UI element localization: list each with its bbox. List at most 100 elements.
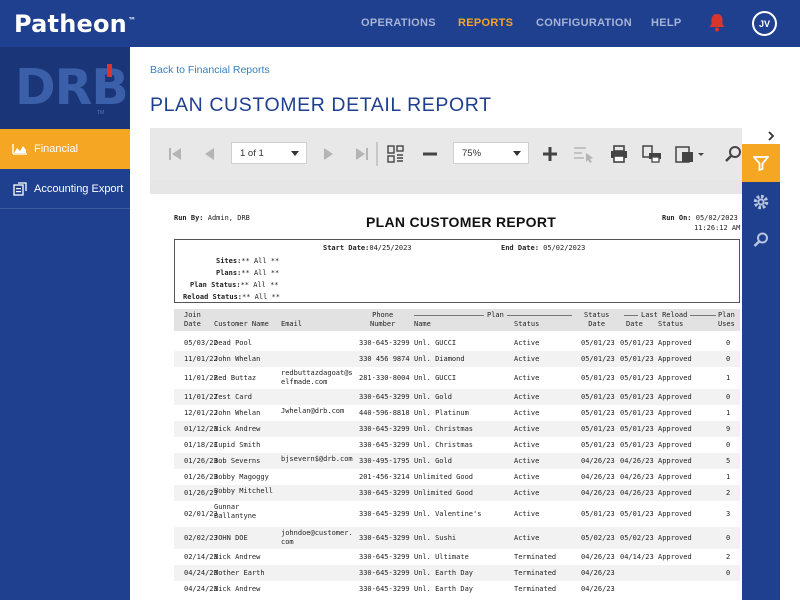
zoom-out-icon[interactable] <box>420 144 440 164</box>
cell-uses: 0 <box>726 441 731 449</box>
nav-help[interactable]: HELP <box>651 17 682 29</box>
cell-email: Jwhelan@drb.com <box>281 407 345 415</box>
cell-status: Active <box>514 425 540 433</box>
cell-uses: 1 <box>726 409 731 417</box>
first-page-icon[interactable] <box>166 144 184 164</box>
cell-status: Active <box>514 510 540 518</box>
cell-status: Active <box>514 393 540 401</box>
cell-plan: Unl. GUCCI <box>414 339 457 347</box>
print-page-icon[interactable] <box>641 144 663 164</box>
cell-customer: Bobby Magoggy <box>214 473 269 481</box>
last-page-icon[interactable] <box>353 144 371 164</box>
cell-uses: 0 <box>726 393 731 401</box>
cell-uses: 2 <box>726 489 731 497</box>
cell-reload-date: 05/01/23 <box>620 510 654 518</box>
report-page: Run By: Admin, DRB PLAN CUSTOMER REPORT … <box>150 194 742 600</box>
bell-icon[interactable] <box>708 13 726 33</box>
brand-logo[interactable]: Patheon™ <box>14 9 137 38</box>
cell-email: johndoe@customer. com <box>281 529 353 546</box>
zoom-in-icon[interactable] <box>540 144 560 164</box>
cell-phone: 330 456 9874 <box>359 355 410 363</box>
page-selector[interactable]: 1 of 1 <box>231 142 307 164</box>
chevron-down-icon <box>513 151 521 156</box>
cell-status-date: 05/01/23 <box>581 409 615 417</box>
cell-reload-status: Approved <box>658 355 692 363</box>
table-row: 01/26/23 Bobby Magoggy 201-456-3214 Unlimit… <box>174 469 740 485</box>
cell-customer: Bobby Mitchell <box>214 487 274 495</box>
search-icon[interactable] <box>724 144 742 164</box>
cell-uses: 0 <box>726 355 731 363</box>
previous-page-icon[interactable] <box>200 144 218 164</box>
cell-plan: Unl. Earth Day <box>414 569 474 577</box>
sidebar: DRB TM Financial Accounting Export <box>0 47 130 600</box>
filter-plans: Plans:** All ** <box>216 269 280 277</box>
cell-status-date: 05/01/23 <box>581 425 615 433</box>
run-on-time: 11:26:12 AM <box>694 224 741 232</box>
cell-reload-date: 05/01/23 <box>620 441 654 449</box>
filter-sites: Sites:** All ** <box>216 257 280 265</box>
table-row: 11/01/22 Test Card 330-645-3299 Unl. Gold Ac… <box>174 389 740 405</box>
cell-uses: 2 <box>726 553 731 561</box>
cell-customer: Mother Earth <box>214 569 265 577</box>
cell-customer: Red Buttaz <box>214 374 257 382</box>
export-selection-icon[interactable] <box>572 144 594 164</box>
cell-status-date: 05/02/23 <box>581 534 615 542</box>
logo-accent <box>107 64 112 77</box>
cell-phone: 330-645-3299 <box>359 489 410 497</box>
chevron-right-icon <box>768 131 775 141</box>
sidebar-item-label: Accounting Export <box>34 182 124 195</box>
sidebar-item-accounting-export[interactable]: Accounting Export <box>0 169 130 209</box>
top-navbar: Patheon™ OPERATIONS REPORTS CONFIGURATIO… <box>0 0 800 47</box>
cell-status: Active <box>514 374 540 382</box>
table-row: 01/26/23 Bob Severns bjsevern$@drb.com 330-… <box>174 453 740 469</box>
cell-join: 02/14/23 <box>184 553 218 561</box>
cell-status-date: 04/26/23 <box>581 473 615 481</box>
cell-plan: Unl. Valentine's <box>414 510 482 518</box>
export-document-icon[interactable] <box>674 144 706 164</box>
multi-page-view-icon[interactable] <box>386 144 406 164</box>
cell-phone: 281-330-8004 <box>359 374 410 382</box>
table-row: 01/18/23 Cupid Smith 330-645-3299 Unl. Chri… <box>174 437 740 453</box>
cell-plan: Unl. Gold <box>414 393 452 401</box>
cell-status: Active <box>514 457 540 465</box>
settings-panel-button[interactable] <box>742 185 780 219</box>
cell-phone: 330-645-3299 <box>359 553 410 561</box>
viewer-toolbar: 1 of 1 75% <box>150 128 742 180</box>
cell-join: 04/24/23 <box>184 569 218 577</box>
user-avatar[interactable]: JV <box>752 11 777 36</box>
cell-status-date: 04/26/23 <box>581 585 615 593</box>
nav-reports[interactable]: REPORTS <box>458 17 514 29</box>
zoom-selector[interactable]: 75% <box>453 142 529 164</box>
cell-phone: 330-645-3299 <box>359 534 410 542</box>
sidebar-item-financial[interactable]: Financial <box>0 129 130 169</box>
back-to-financial-reports-link[interactable]: Back to Financial Reports <box>150 64 270 76</box>
cell-plan: Unlimited Good <box>414 489 474 497</box>
nav-operations[interactable]: OPERATIONS <box>361 17 436 29</box>
next-page-icon[interactable] <box>320 144 338 164</box>
filter-plan-status: Plan Status:** All ** <box>190 281 279 289</box>
print-icon[interactable] <box>608 144 630 164</box>
cell-phone: 330-645-3299 <box>359 393 410 401</box>
cell-reload-status: Approved <box>658 393 692 401</box>
report-title: PLAN CUSTOMER REPORT <box>366 214 557 230</box>
cell-plan: Unl. Diamond <box>414 355 465 363</box>
cell-join: 05/03/22 <box>184 339 218 347</box>
cell-status-date: 05/01/23 <box>581 339 615 347</box>
cell-join: 01/18/23 <box>184 441 218 449</box>
cell-customer: Cupid Smith <box>214 441 261 449</box>
cell-join: 01/26/23 <box>184 457 218 465</box>
filter-panel-button[interactable] <box>742 144 780 182</box>
cell-join: 11/01/22 <box>184 393 218 401</box>
cell-plan: Unl. GUCCI <box>414 374 457 382</box>
search-panel-button[interactable] <box>742 223 780 257</box>
toolbar-divider <box>376 142 378 166</box>
cell-uses: 0 <box>726 339 731 347</box>
page-title: PLAN CUSTOMER DETAIL REPORT <box>150 94 492 116</box>
nav-configuration[interactable]: CONFIGURATION <box>536 17 632 29</box>
panel-collapse-button[interactable] <box>742 128 780 144</box>
cell-reload-date: 04/26/23 <box>620 489 654 497</box>
cell-uses: 5 <box>726 457 731 465</box>
cell-customer: Nick Andrew <box>214 585 261 593</box>
cell-reload-status: Approved <box>658 489 692 497</box>
cell-reload-date: 05/02/23 <box>620 534 654 542</box>
